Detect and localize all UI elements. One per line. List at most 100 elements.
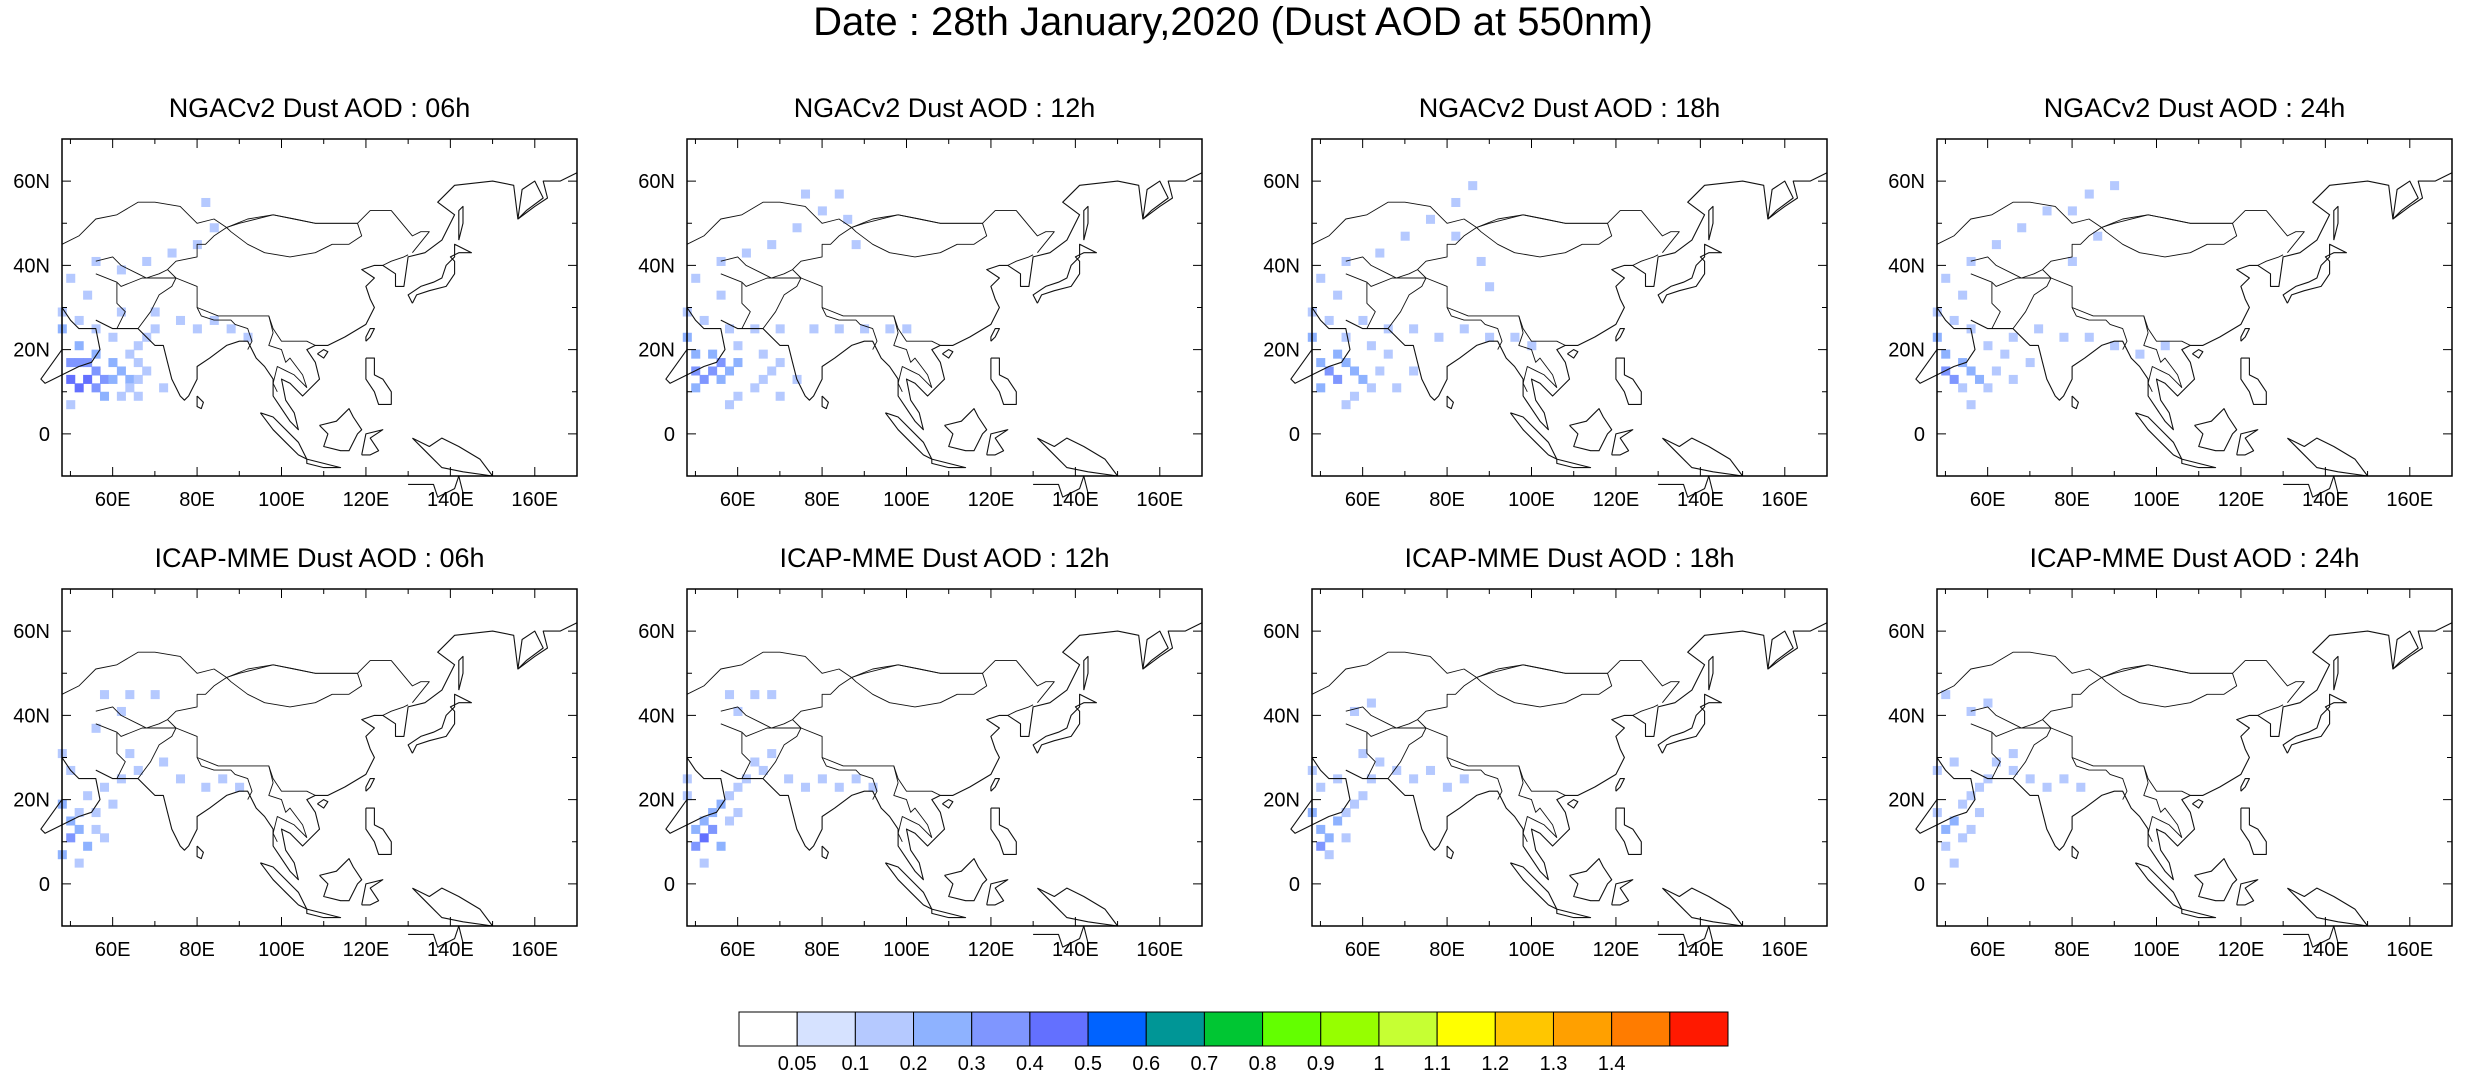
lon-tick-label: 140E bbox=[427, 489, 474, 511]
coastline-sulawesi bbox=[1611, 879, 1634, 906]
aod-cell bbox=[691, 349, 701, 359]
coastline-philippines bbox=[990, 807, 1017, 855]
coastline-kamchatka bbox=[2392, 630, 2419, 670]
coastline-borneo bbox=[944, 858, 988, 902]
aod-cell bbox=[1991, 757, 2001, 767]
aod-cell bbox=[724, 791, 735, 801]
lon-tick-label: 160E bbox=[2386, 489, 2433, 511]
aod-cell bbox=[1974, 808, 1985, 818]
coastline-asia bbox=[40, 307, 101, 384]
border-korea bbox=[2257, 254, 2284, 266]
aod-cell bbox=[708, 349, 718, 359]
coastline-borneo bbox=[944, 408, 988, 452]
map-panel: 60E 80E 100E 120E 140E 160E 60N 40N 20N 0 bbox=[1263, 138, 1828, 511]
aod-cell bbox=[800, 189, 811, 199]
coastline-sakhalin bbox=[1083, 655, 1089, 691]
aod-cell bbox=[99, 374, 110, 384]
aod-cell bbox=[699, 374, 709, 384]
aod-cell bbox=[716, 290, 726, 300]
border-russia-south bbox=[1311, 651, 1680, 703]
coastline-new-guinea bbox=[2287, 887, 2369, 927]
aod-cell bbox=[733, 706, 743, 716]
colorbar-label: 0.9 bbox=[1307, 1053, 1335, 1071]
aod-cell bbox=[733, 341, 743, 351]
coastline-sri-lanka bbox=[1446, 395, 1454, 410]
lon-tick-label: 160E bbox=[1136, 939, 1183, 961]
coastline-australia-top bbox=[2283, 475, 2339, 498]
border-iran-afghan bbox=[1345, 273, 1427, 330]
coastline-new-guinea bbox=[1662, 887, 1744, 927]
border-china-north bbox=[1417, 719, 1566, 796]
coastline-south-asia bbox=[95, 622, 578, 881]
aod-cell bbox=[116, 706, 126, 716]
lat-tick-label: 0 bbox=[39, 424, 50, 446]
lon-tick-label: 120E bbox=[2218, 939, 2265, 961]
coastline-sakhalin bbox=[458, 205, 464, 241]
aod-cell bbox=[1442, 782, 1452, 792]
aod-cell bbox=[691, 383, 701, 393]
aod-cell bbox=[1400, 231, 1410, 241]
aod-cell bbox=[1476, 256, 1486, 266]
border-sea-se bbox=[2143, 315, 2183, 392]
map-panel: 60E 80E 100E 120E 140E 160E 60N 40N 20N 0 bbox=[13, 138, 578, 511]
aod-cell bbox=[1949, 858, 1959, 868]
panel-title: NGACv2 Dust AOD : 12h bbox=[793, 93, 1096, 123]
colorbar-box bbox=[1378, 1011, 1438, 1047]
aod-cell bbox=[1941, 824, 1951, 834]
coastline-borneo bbox=[2194, 858, 2238, 902]
border-china-north bbox=[167, 719, 316, 796]
border-sea-se bbox=[268, 315, 308, 392]
border-central-asia bbox=[95, 677, 227, 729]
coastline-australia-top bbox=[1658, 925, 1714, 948]
aod-cell bbox=[1958, 290, 1968, 300]
lon-tick-label: 100E bbox=[258, 939, 305, 961]
colorbar-box bbox=[854, 1011, 915, 1047]
aod-cell bbox=[108, 374, 118, 384]
coastline-java bbox=[306, 458, 342, 469]
lat-tick-label: 60N bbox=[1888, 171, 1925, 193]
aod-cell bbox=[116, 265, 126, 275]
aod-cell bbox=[1341, 808, 1351, 818]
coastlines bbox=[1290, 172, 1828, 498]
border-central-asia bbox=[1345, 677, 1477, 729]
lon-tick-label: 160E bbox=[2386, 939, 2433, 961]
colorbar-label: 1 bbox=[1373, 1053, 1384, 1071]
coastline-sri-lanka bbox=[821, 395, 829, 410]
border-india-nepal bbox=[1446, 757, 1503, 800]
coastline-philippines bbox=[1615, 357, 1642, 405]
colorbar-box bbox=[1552, 1011, 1613, 1047]
aod-cell bbox=[1527, 341, 1537, 351]
aod-cell bbox=[716, 799, 726, 809]
aod-cell bbox=[2000, 349, 2010, 359]
lon-tick-label: 140E bbox=[1052, 939, 1099, 961]
lat-tick-label: 40N bbox=[638, 255, 675, 277]
aod-cell bbox=[1349, 391, 1360, 401]
coastline-new-guinea bbox=[1037, 437, 1119, 477]
aod-cell bbox=[1983, 341, 1993, 351]
coastline-borneo bbox=[1569, 408, 1613, 452]
coastline-japan bbox=[2282, 243, 2348, 304]
border-sea-se bbox=[1518, 315, 1558, 392]
coastline-australia-top bbox=[1658, 475, 1714, 498]
aod-cell bbox=[2008, 332, 2018, 342]
colorbar-label: 0.5 bbox=[1074, 1053, 1102, 1071]
coastline-new-guinea bbox=[1037, 887, 1119, 927]
aod-cell bbox=[142, 256, 152, 266]
aod-cell bbox=[1366, 341, 1376, 351]
aod-cell bbox=[1358, 315, 1368, 325]
coastline-hainan bbox=[2192, 799, 2204, 809]
coastline-taiwan bbox=[990, 328, 1000, 342]
aod-cell bbox=[1341, 833, 1351, 843]
coastline-java bbox=[306, 908, 342, 919]
border-china-north bbox=[792, 269, 941, 346]
aod-cell bbox=[1349, 366, 1360, 376]
lon-tick-label: 120E bbox=[1593, 939, 1640, 961]
aod-cell bbox=[775, 324, 785, 334]
lon-tick-label: 140E bbox=[1677, 489, 1724, 511]
aod-cell bbox=[1485, 282, 1495, 292]
colorbar-label: 0.7 bbox=[1191, 1053, 1219, 1071]
aod-cell bbox=[2160, 341, 2170, 351]
aod-cell bbox=[800, 782, 811, 792]
coastline-java bbox=[2181, 458, 2217, 469]
aod-cell bbox=[902, 324, 912, 334]
